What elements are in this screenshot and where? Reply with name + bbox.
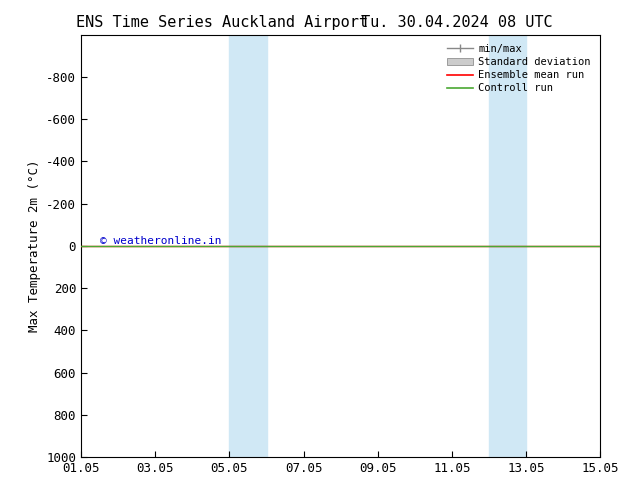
Legend: min/max, Standard deviation, Ensemble mean run, Controll run: min/max, Standard deviation, Ensemble me…	[443, 40, 595, 98]
Bar	[230, 35, 266, 457]
Bar	[489, 35, 526, 457]
Text: ENS Time Series Auckland Airport: ENS Time Series Auckland Airport	[76, 15, 368, 30]
Text: © weatheronline.in: © weatheronline.in	[100, 236, 221, 246]
Text: Tu. 30.04.2024 08 UTC: Tu. 30.04.2024 08 UTC	[361, 15, 552, 30]
Y-axis label: Max Temperature 2m (°C): Max Temperature 2m (°C)	[28, 160, 41, 332]
